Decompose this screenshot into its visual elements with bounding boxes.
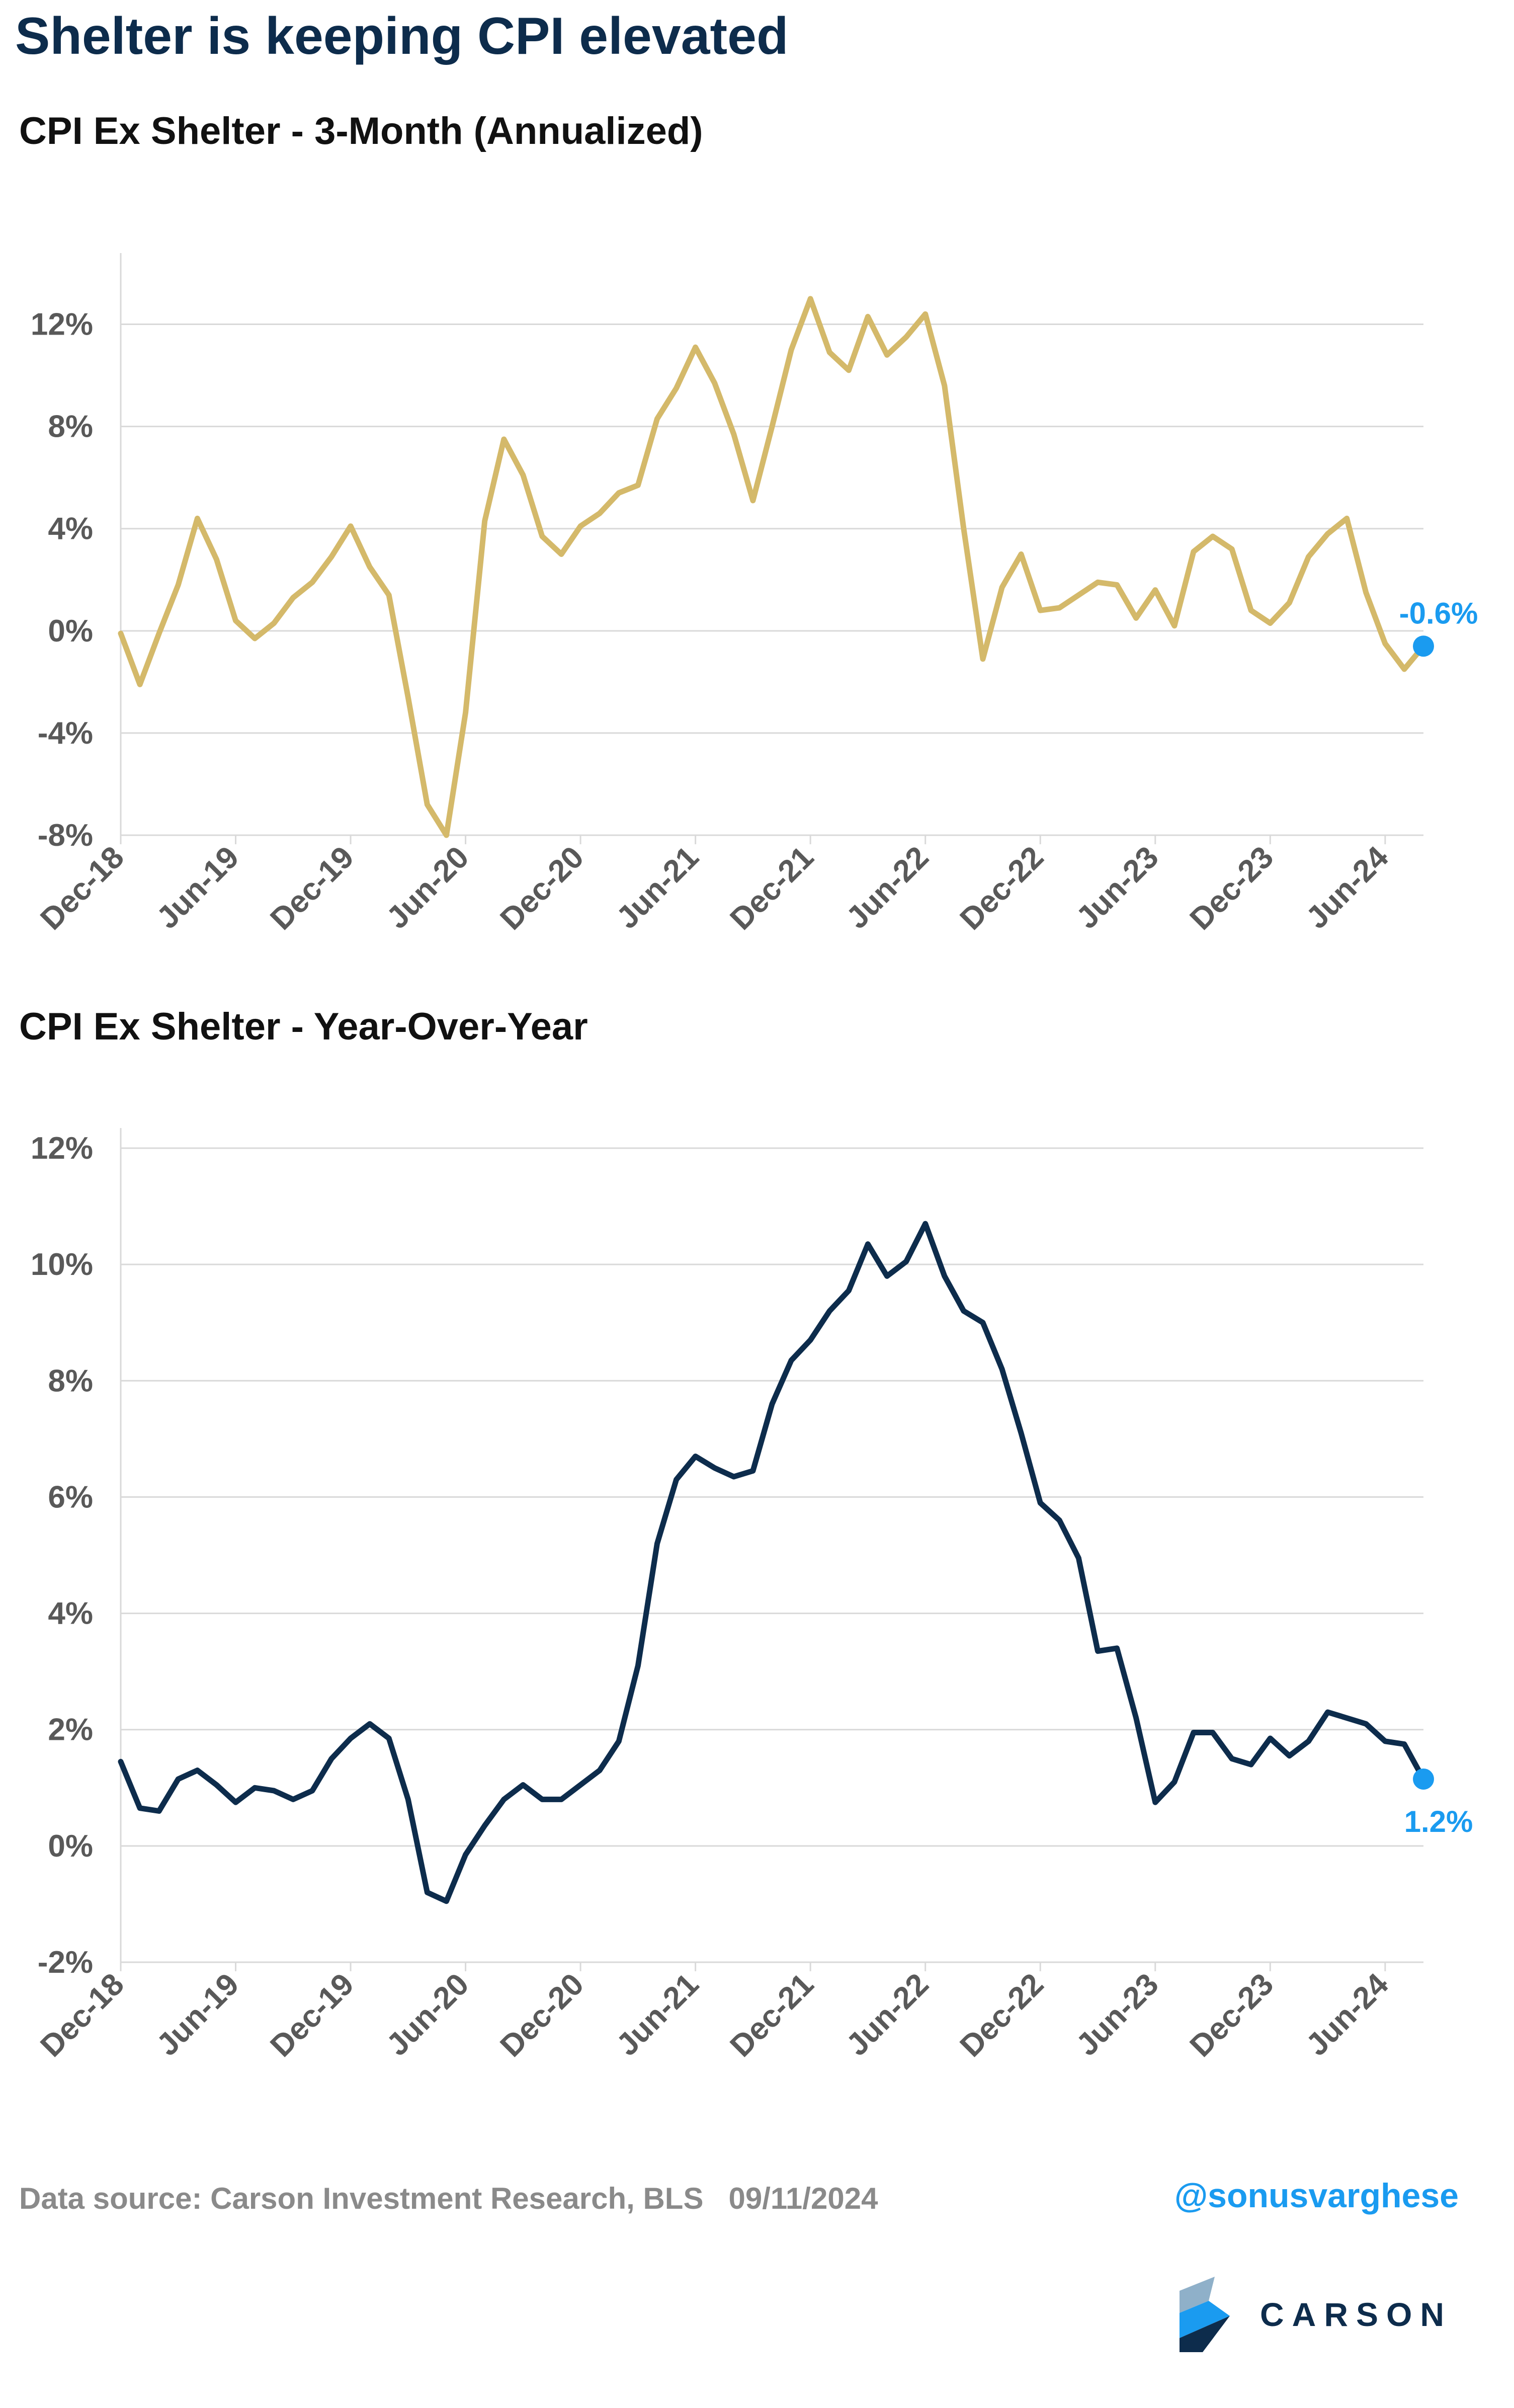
chart2-y-tick-label: 4% [48, 1596, 93, 1631]
chart1-series-line [118, 296, 1426, 838]
chart1-x-tick-label: Dec-20 [493, 840, 591, 937]
chart2-x-tick-label: Dec-21 [723, 1967, 820, 2064]
chart2-x-tick-label: Dec-19 [264, 1967, 361, 2064]
chart2-x-tick-label: Jun-23 [1070, 1967, 1165, 2062]
chart2-y-tick-label: 12% [31, 1131, 93, 1166]
chart2-y-tick-label: -2% [38, 1945, 93, 1980]
chart2-y-tick-label: 10% [31, 1247, 93, 1282]
chart1-x-tick-label: Jun-20 [380, 840, 475, 935]
chart2-x-tick-label: Jun-19 [150, 1967, 245, 2062]
chart2-y-tick-label: 6% [48, 1480, 93, 1514]
chart1-x-tick-label: Jun-19 [150, 840, 245, 935]
chart1-plot: -8%-4%0%4%8%12%Dec-18 Jun-19 Dec-19 Jun-20 D… [31, 253, 1478, 937]
chart1-x-tick-label: Jun-21 [610, 840, 705, 935]
data-source-note: Data source: Carson Investment Research,… [19, 2182, 878, 2215]
chart1-y-tick-label: 0% [48, 614, 93, 649]
chart2-x-tick-label: Dec-23 [1184, 1967, 1281, 2064]
author-handle: @sonusvarghese [1174, 2177, 1459, 2215]
chart1-y-tick-label: -4% [38, 716, 93, 751]
chart1-title: CPI Ex Shelter - 3-Month (Annualized) [19, 110, 703, 152]
chart1-y-tick-label: -8% [38, 818, 93, 853]
main-title: Shelter is keeping CPI elevated [15, 7, 789, 65]
chart1-x-tick-label: Jun-22 [840, 840, 936, 935]
chart1-x-tick-label: Dec-19 [264, 840, 361, 937]
chart1-x-tick-label: Jun-24 [1300, 840, 1395, 935]
chart1-x-tick-label: Dec-18 [34, 840, 131, 937]
chart2-x-tick-label: Jun-24 [1300, 1967, 1395, 2062]
carson-logo: CARSON [1180, 2277, 1452, 2352]
chart2-x-tick-label: Dec-18 [34, 1967, 131, 2064]
chart2-series-line [118, 1221, 1426, 1904]
chart2-x-tick-label: Dec-20 [493, 1967, 591, 2064]
chart1-end-label: -0.6% [1399, 596, 1478, 630]
chart1-x-tick-label: Dec-23 [1184, 840, 1281, 937]
chart1-y-tick-label: 12% [31, 307, 93, 342]
chart2-x-tick-label: Dec-22 [954, 1967, 1051, 2064]
carson-logo-mark-icon [1180, 2277, 1230, 2352]
chart2-y-tick-label: 0% [48, 1829, 93, 1864]
chart2-y-tick-label: 2% [48, 1713, 93, 1747]
chart2-title: CPI Ex Shelter - Year-Over-Year [19, 1005, 588, 1048]
chart2-x-tick-label: Jun-22 [840, 1967, 936, 2062]
chart2-end-label: 1.2% [1404, 1805, 1473, 1838]
chart2-y-tick-label: 8% [48, 1363, 93, 1398]
chart1-x-tick-label: Jun-23 [1070, 840, 1165, 935]
chart1-end-point [1413, 635, 1434, 657]
chart2-plot: -2%0%2%4%6%8%10%12%Dec-18 Jun-19 Dec-19 Jun… [31, 1128, 1473, 2064]
chart2-x-tick-label: Jun-21 [610, 1967, 705, 2062]
chart2-end-point [1413, 1768, 1434, 1790]
carson-logo-text: CARSON [1260, 2296, 1453, 2333]
chart1-x-tick-label: Dec-21 [723, 840, 820, 937]
chart2-x-tick-label: Jun-20 [380, 1967, 475, 2062]
chart1-y-tick-label: 4% [48, 512, 93, 546]
chart1-y-tick-label: 8% [48, 410, 93, 444]
chart1-x-tick-label: Dec-22 [954, 840, 1051, 937]
